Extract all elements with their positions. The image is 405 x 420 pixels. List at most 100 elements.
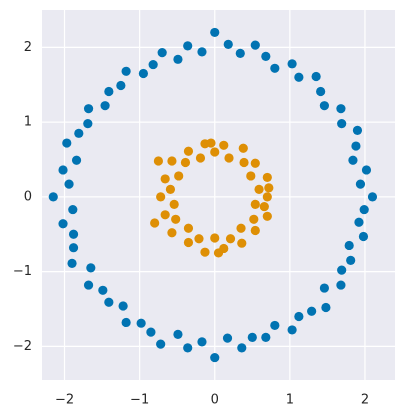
point (237, 343, 247, 353)
point (336, 280, 346, 290)
point (183, 237, 194, 248)
point (270, 63, 280, 73)
point (261, 332, 271, 342)
point (150, 218, 160, 228)
point (138, 68, 148, 79)
point (136, 318, 146, 328)
point (183, 146, 194, 156)
point (167, 228, 177, 238)
point (194, 234, 204, 244)
y-tick-label: −1 (13, 264, 32, 279)
point (68, 204, 78, 215)
point (307, 306, 317, 316)
y-tick-label: −2 (13, 339, 32, 354)
point (222, 333, 233, 343)
point (210, 27, 220, 38)
point (319, 283, 329, 293)
point (351, 141, 361, 151)
point (321, 302, 331, 313)
point (121, 66, 131, 76)
point (250, 199, 260, 209)
point (346, 255, 356, 266)
point (294, 311, 304, 322)
point (361, 165, 372, 175)
point (148, 59, 158, 70)
point (287, 325, 297, 335)
point (354, 217, 364, 227)
point (235, 48, 245, 58)
point (167, 156, 177, 166)
point (83, 104, 94, 114)
point (344, 240, 354, 251)
point (219, 140, 229, 150)
point (337, 265, 347, 275)
point (74, 128, 84, 138)
point (64, 179, 74, 189)
point (183, 223, 194, 233)
point (169, 199, 179, 209)
point (146, 327, 156, 337)
point (183, 41, 193, 51)
point (156, 339, 166, 349)
point (223, 39, 233, 49)
point (58, 219, 68, 229)
point (225, 234, 236, 244)
x-tick-label: 1 (286, 393, 294, 408)
x-tick-label: −1 (130, 393, 149, 408)
point (180, 157, 191, 168)
point (104, 297, 114, 307)
point (174, 171, 184, 181)
point (156, 192, 166, 202)
point (210, 147, 220, 157)
point (197, 47, 207, 57)
point (359, 204, 369, 215)
point (118, 301, 128, 311)
point (157, 48, 167, 58)
point (171, 214, 181, 224)
point (98, 285, 108, 295)
point (160, 174, 170, 184)
point (249, 214, 259, 224)
point (173, 329, 183, 340)
y-tick-label: 0 (24, 189, 32, 204)
point (348, 155, 358, 165)
point (316, 86, 326, 97)
point (195, 153, 206, 163)
point (254, 184, 264, 194)
point (83, 119, 93, 129)
point (259, 201, 269, 212)
y-tick-label: 1 (24, 115, 32, 130)
point (337, 119, 347, 129)
point (250, 40, 260, 50)
point (210, 352, 220, 363)
point (247, 332, 257, 342)
plot-area (42, 10, 395, 380)
point (116, 80, 126, 91)
point (197, 337, 207, 347)
point (71, 155, 82, 165)
point (68, 243, 79, 253)
point (213, 248, 224, 258)
point (121, 317, 131, 328)
point (67, 258, 77, 268)
point (270, 320, 280, 331)
point (238, 143, 248, 153)
point (48, 192, 58, 202)
point (153, 156, 164, 166)
point (246, 171, 256, 181)
point (319, 101, 329, 111)
point (183, 343, 193, 353)
point (287, 59, 297, 69)
point (104, 86, 114, 97)
point (173, 54, 183, 64)
point (86, 263, 96, 273)
point (336, 104, 346, 114)
point (358, 231, 369, 242)
x-tick-label: 2 (361, 393, 369, 408)
point (58, 165, 68, 175)
point (311, 71, 321, 82)
point (250, 158, 260, 168)
point (352, 125, 363, 135)
point (262, 172, 272, 183)
